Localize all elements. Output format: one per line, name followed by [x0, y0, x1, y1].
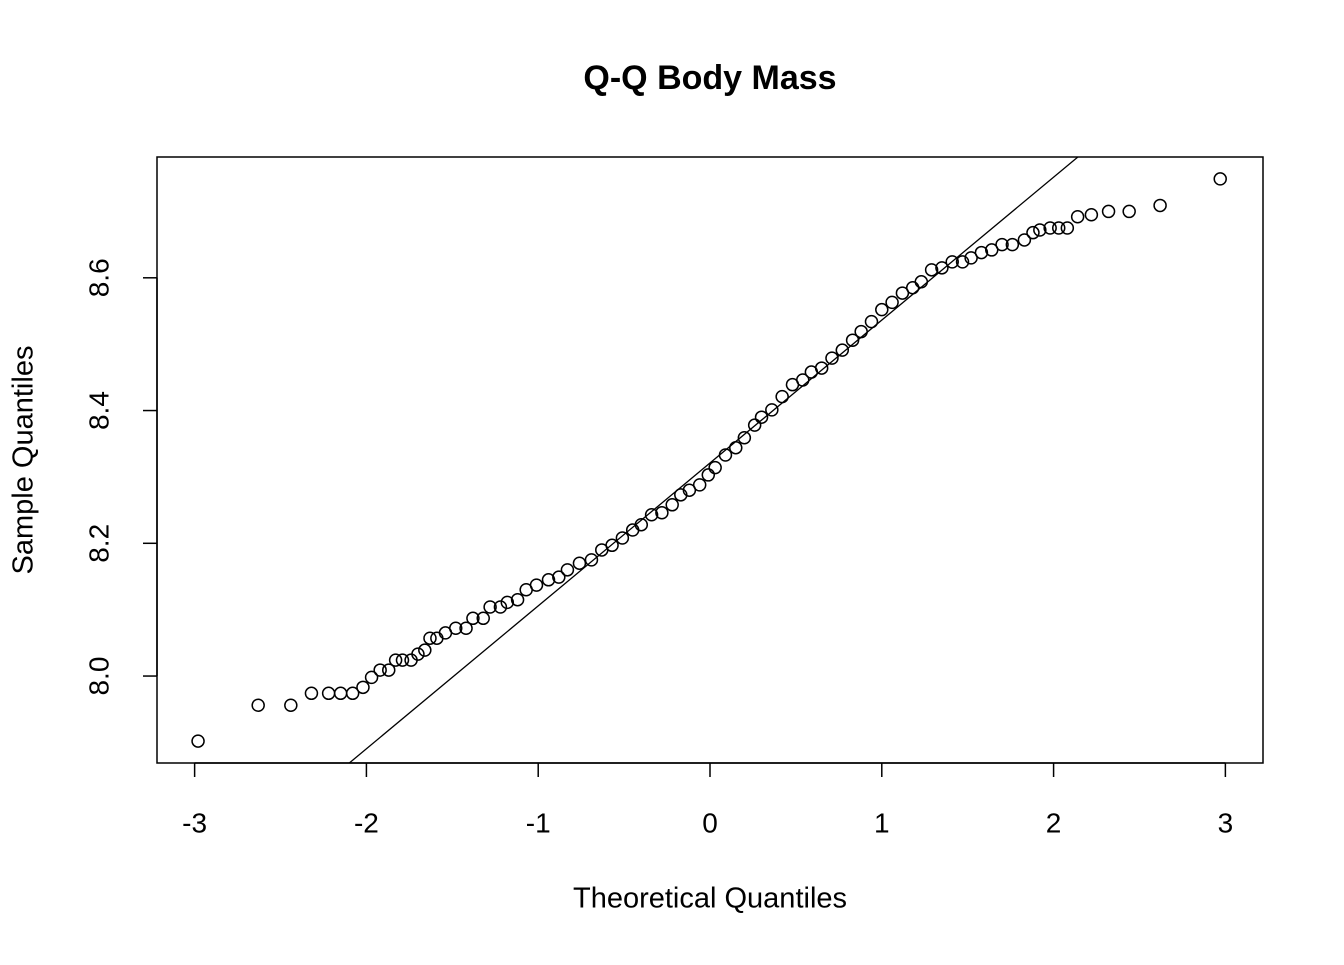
point: [1033, 223, 1047, 237]
point: [395, 653, 410, 667]
reference-line: [348, 157, 1079, 763]
point: [251, 698, 265, 713]
point: [560, 563, 575, 577]
point: [747, 418, 762, 432]
point: [1101, 204, 1116, 219]
point: [356, 680, 370, 695]
point: [418, 643, 432, 657]
point: [718, 448, 733, 462]
point: [914, 275, 929, 289]
point: [529, 578, 544, 592]
point: [304, 686, 319, 701]
point: [493, 600, 508, 614]
point: [430, 631, 444, 645]
point: [373, 663, 387, 677]
point: [895, 286, 910, 300]
point: [1213, 172, 1227, 186]
point: [845, 333, 860, 347]
point: [814, 361, 829, 375]
point: [448, 621, 463, 636]
point: [1060, 221, 1075, 235]
point: [572, 556, 587, 570]
point: [584, 553, 599, 567]
point: [984, 243, 999, 257]
point: [321, 686, 336, 701]
point: [924, 263, 939, 277]
x-tick-label: -1: [526, 807, 551, 838]
point: [682, 483, 697, 497]
point: [541, 573, 556, 587]
point: [634, 517, 649, 532]
point: [510, 592, 525, 607]
point: [466, 611, 480, 626]
point: [775, 389, 789, 404]
x-tick-label: 0: [702, 807, 718, 838]
x-axis-label: Theoretical Quantiles: [573, 883, 847, 915]
point: [1026, 225, 1040, 240]
point: [708, 460, 722, 475]
point: [1070, 209, 1085, 224]
point: [191, 734, 205, 748]
point: [483, 600, 497, 614]
point: [655, 506, 669, 520]
point: [1153, 198, 1167, 213]
point: [500, 595, 515, 610]
y-tick-label: 8.6: [83, 258, 114, 297]
point: [796, 373, 810, 387]
y-tick-label: 8.4: [83, 391, 114, 430]
point: [1005, 237, 1020, 252]
point: [825, 351, 839, 365]
point: [995, 237, 1009, 252]
x-tick-label: 1: [874, 807, 890, 838]
point: [692, 478, 707, 492]
point: [459, 621, 473, 636]
point: [701, 468, 716, 482]
point: [1051, 221, 1066, 235]
point: [765, 403, 779, 417]
point: [411, 647, 425, 661]
point: [1122, 204, 1136, 219]
point: [364, 670, 379, 685]
point: [665, 498, 679, 512]
point: [885, 295, 899, 310]
x-tick-label: -3: [182, 807, 207, 838]
plot-box: [156, 156, 1264, 764]
point: [964, 251, 978, 265]
point: [284, 698, 298, 713]
point: [854, 324, 868, 339]
point: [905, 281, 920, 295]
point: [1084, 207, 1099, 222]
point: [875, 302, 889, 317]
point: [955, 255, 970, 269]
point: [476, 611, 490, 626]
point: [974, 245, 989, 260]
point: [345, 686, 360, 701]
point: [945, 255, 959, 269]
point: [1017, 233, 1032, 247]
point: [423, 631, 437, 645]
point: [935, 261, 949, 275]
chart-title: Q-Q Body Mass: [583, 59, 836, 97]
y-tick-label: 8.0: [83, 657, 114, 696]
x-tick-label: 3: [1218, 807, 1234, 838]
x-tick-label: 2: [1046, 807, 1062, 838]
x-tick-label: -2: [354, 807, 379, 838]
y-tick-label: 8.2: [83, 524, 114, 563]
point: [754, 410, 769, 424]
point: [1043, 221, 1057, 235]
point: [864, 314, 879, 329]
point: [729, 440, 743, 455]
point: [381, 663, 396, 677]
y-axis-label: Sample Quantiles: [8, 346, 40, 575]
point: [615, 531, 630, 545]
point: [333, 686, 348, 701]
point: [737, 431, 752, 445]
point: [388, 653, 403, 667]
point: [605, 538, 619, 553]
point: [835, 343, 850, 357]
point: [644, 508, 659, 522]
point: [552, 570, 566, 584]
